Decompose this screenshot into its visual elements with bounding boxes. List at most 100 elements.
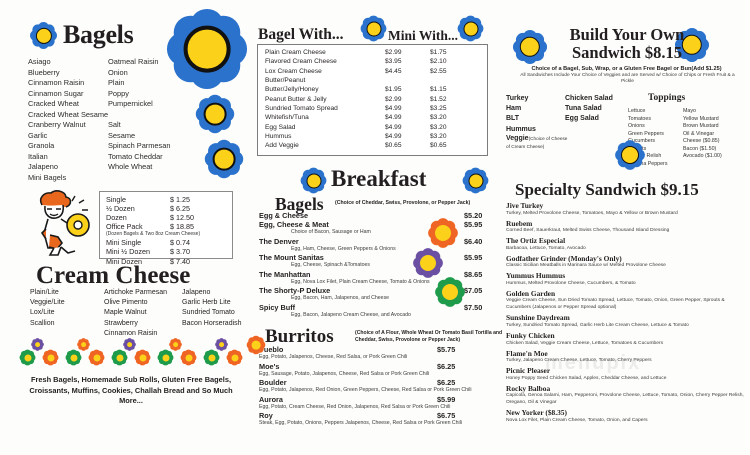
item-name: Hummus <box>265 133 292 141</box>
flower-icon <box>167 9 247 89</box>
specialty-item-description: Chicken Salad, Veggie Cream Cheese, Lett… <box>506 340 664 346</box>
menu-item-description: Egg, Bacon, Jalapeno Cream Cheese, and A… <box>291 311 411 318</box>
menu-item-description: Steak, Egg, Potato, Onions, Peppers Jala… <box>259 420 463 427</box>
menu-item-name: Moe's <box>259 361 280 371</box>
list-item: Cucumbers <box>628 138 656 145</box>
bagel-price-box: Single $ 1.25 ½ Dozen $ 6.25 Dozen $ 12.50 Off… <box>99 191 233 266</box>
list-item: Hummus <box>506 125 536 133</box>
flower-icon <box>674 27 710 63</box>
shop-offerings-banner: Fresh Bagels, Homemade Sub Rolls, Gluten… <box>29 375 233 405</box>
menu-item-name: Egg & Cheese <box>259 211 309 220</box>
flower-icon <box>65 349 82 366</box>
menu-item-price: $5.95 <box>464 220 483 230</box>
flower-icon <box>512 29 548 65</box>
menu-item-description: Egg, Bacon, Ham, Jalapenos, and Cheese <box>291 295 390 302</box>
price-row-label: Mini ½ Dozen <box>106 247 150 257</box>
table-row: Lox Cream Cheese $4.45 $2.55 <box>258 67 487 76</box>
menu-item-price: $6.25 <box>437 361 456 371</box>
table-row: Hummus $4.99 $3.20 <box>258 132 487 141</box>
table-row: Butter/Jelly/Honey $1.95 $1.15 <box>258 85 487 94</box>
flower-icon <box>42 349 59 366</box>
list-item: Onions <box>628 123 645 130</box>
table-row: Egg Salad $4.99 $3.20 <box>258 123 487 132</box>
item-price: $0.65 <box>430 142 447 150</box>
bagel-price-rows: Single $ 1.25 ½ Dozen $ 6.25 Dozen $ 12.50 Off… <box>106 195 227 231</box>
item-price: $2.99 <box>385 49 402 56</box>
list-item: Bacon ($1.50) <box>683 145 717 152</box>
list-item: Cheese ($0.85) <box>683 138 720 145</box>
item-name: Whitefish/Tuna <box>265 114 309 122</box>
menu-item-description: Choice of Bacon, Sausage or Ham <box>291 229 371 236</box>
byo-choice-note: Choice of a Bagel, Sub, Wrap, or a Glute… <box>531 66 722 72</box>
list-item: Cracked Wheat Sesame <box>28 109 109 119</box>
item-price: $4.99 <box>385 114 402 122</box>
specialty-item-description: Barbacoa, Lettuce, Tomato, Avocado <box>506 245 586 251</box>
item-name: Egg Salad <box>265 123 296 131</box>
item-price: $1.15 <box>430 86 447 94</box>
breakfast-items-list: Egg & Cheese $5.20 Egg, Cheese & Meat $5.95… <box>259 211 509 319</box>
flower-icon <box>88 349 105 366</box>
table-row: Butter/Peanut <box>258 76 487 85</box>
list-item: Oil & Vinegar <box>683 130 715 137</box>
office-pack-note: (Dozen Bagels & Two 8oz Cream Cheese) <box>106 231 201 238</box>
table-row: Whitefish/Tuna $4.99 $3.20 <box>258 113 487 122</box>
menu-item-name: Aurora <box>259 394 283 404</box>
list-item: Jalapeno <box>28 162 58 172</box>
flower-icon <box>204 139 244 179</box>
menu-item-name: The Denver <box>259 236 299 246</box>
list-item: Maple Walnut <box>104 309 147 317</box>
flower-border-decoration <box>18 337 248 366</box>
list-item: Sesame <box>108 130 136 140</box>
item-price: $1.52 <box>430 95 447 103</box>
menu-item-price: $5.20 <box>464 211 483 220</box>
breakfast-cheese-note: (Choice of Cheddar, Swiss, Provolone, or… <box>335 200 471 206</box>
list-item: Italian <box>28 151 48 161</box>
list-item: Asiago <box>28 57 51 66</box>
flower-icon <box>203 349 220 366</box>
flower-icon <box>427 217 459 249</box>
item-name: Flavored Cream Cheese <box>265 58 337 66</box>
list-item: Garlic Herb Lite <box>182 299 231 307</box>
flower-icon <box>19 349 36 366</box>
menu-item: Aurora $5.99 <box>259 395 509 404</box>
specialty-item-description: Veggie Cream Cheese, Sun Dried Tomato Sp… <box>506 298 725 311</box>
breakfast-bagels-subheading: Bagels <box>275 194 324 214</box>
list-item: Egg Salad <box>565 115 599 123</box>
menu-item-name: Pueblo <box>259 345 284 354</box>
list-item: Poppy <box>108 88 129 98</box>
build-your-own-heading: Build Your Own Sandwich $8.15 <box>531 26 723 62</box>
specialty-item-description: Turkey, Jalapeno Cream Cheese, Lettuce, … <box>506 358 652 364</box>
item-price: $4.99 <box>385 123 402 131</box>
price-row-label: ½ Dozen <box>106 204 135 214</box>
price-row-value: $ 1.25 <box>170 195 190 204</box>
flower-icon <box>226 349 243 366</box>
menu-item-description: Egg, Potato, Jalapenos, Red Onion, Green… <box>259 387 472 394</box>
list-item: Pumpernickel <box>108 99 153 109</box>
flower-icon <box>360 15 387 42</box>
price-row-value: $ 18.85 <box>170 222 194 232</box>
menu-item-price: $5.99 <box>437 394 456 404</box>
list-item: Avocado ($1.00) <box>683 153 722 160</box>
list-item: Green Peppers <box>628 130 664 137</box>
bagel-with-heading: Bagel With... <box>258 26 344 43</box>
menu-item-price: $5.75 <box>437 345 456 354</box>
item-price: $3.20 <box>430 114 447 122</box>
price-row-label: Mini Single <box>106 238 142 248</box>
menu-item: Egg & Cheese $5.20 <box>259 211 509 220</box>
price-row-value: $ 6.25 <box>170 204 190 214</box>
cream-cheese-col2: Artichoke Parmesan Olive Pimento Maple Wal… <box>104 288 167 339</box>
list-item: Banana Peppers <box>628 160 668 167</box>
list-item: Tomatoes <box>628 115 651 122</box>
menu-item-name: The Shorty-P Deluxe <box>259 286 331 296</box>
menu-item: The Manhattan $8.65 <box>259 270 509 279</box>
list-item: Plain <box>108 78 125 88</box>
specialty-item-name: Jive Turkey <box>506 201 544 210</box>
table-row: Peanut Butter & Jelly $2.99 $1.52 <box>258 95 487 104</box>
menu-item-name: The Manhattan <box>259 269 311 279</box>
cream-cheese-col1: Plain/Lite Veggie/Lite Lox/Lite Scallion <box>30 288 65 329</box>
flower-icon <box>457 15 484 42</box>
price-row-value: $ 0.74 <box>170 238 190 248</box>
list-item: Mini Bagels <box>28 173 67 183</box>
menu-item: The Mount Sanitas $5.95 <box>259 253 509 262</box>
menu-item-description: Egg, Nova Lox Filet, Plain Cream Cheese,… <box>291 278 430 285</box>
